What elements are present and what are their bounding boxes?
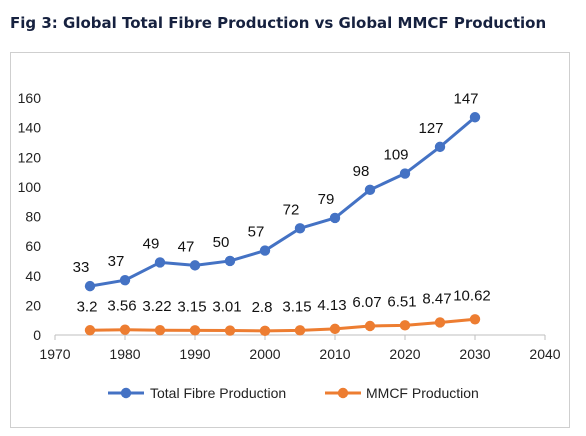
data-point — [434, 141, 446, 153]
y-tick-label: 80 — [25, 209, 41, 225]
x-tick-label: 2020 — [389, 346, 420, 362]
y-tick-label: 100 — [18, 179, 42, 195]
data-label: 3.22 — [142, 298, 171, 315]
data-label: 50 — [213, 234, 230, 251]
legend-swatch-marker — [120, 387, 132, 399]
data-label: 3.01 — [212, 299, 241, 316]
data-label: 6.51 — [387, 293, 416, 310]
data-label: 33 — [73, 259, 90, 276]
y-tick-label: 120 — [18, 149, 42, 165]
data-point — [469, 314, 481, 325]
data-point — [189, 325, 201, 336]
legend-swatch-marker — [337, 387, 349, 399]
data-point — [434, 317, 446, 328]
x-tick-label: 1980 — [109, 346, 140, 362]
data-label: 3.2 — [77, 298, 98, 315]
data-label: 3.15 — [282, 298, 311, 315]
figure-title: Fig 3: Global Total Fibre Production vs … — [10, 14, 547, 32]
y-tick-label: 20 — [25, 297, 41, 313]
y-tick-label: 0 — [33, 327, 41, 343]
data-point — [364, 184, 376, 196]
y-tick-label: 60 — [25, 238, 41, 254]
data-label: 3.15 — [177, 298, 206, 315]
data-point — [469, 112, 481, 123]
x-tick-label: 2040 — [529, 346, 560, 362]
data-label: 147 — [453, 90, 478, 107]
x-tick-label: 2030 — [459, 346, 490, 362]
x-tick-label: 1970 — [39, 346, 70, 362]
data-label: 6.07 — [352, 294, 381, 311]
y-tick-label: 160 — [18, 90, 42, 106]
x-tick-label: 1990 — [179, 346, 210, 362]
data-point — [329, 323, 341, 335]
data-point — [259, 245, 271, 256]
legend-label: Total Fibre Production — [150, 385, 286, 401]
data-point — [364, 320, 376, 332]
data-point — [399, 320, 411, 331]
data-point — [329, 212, 341, 224]
data-label: 127 — [418, 120, 443, 137]
data-point — [399, 168, 411, 179]
data-point — [119, 274, 131, 286]
data-label: 98 — [353, 163, 370, 180]
data-point — [154, 325, 166, 336]
x-tick-label: 2000 — [249, 346, 280, 362]
series-line-2 — [89, 317, 476, 333]
data-label: 109 — [383, 147, 408, 164]
data-point — [224, 255, 236, 267]
data-label: 47 — [178, 238, 195, 255]
data-point — [84, 325, 96, 336]
data-label: 8.47 — [422, 290, 451, 307]
data-label: 2.8 — [252, 299, 273, 316]
data-point — [294, 325, 306, 336]
data-point — [154, 257, 166, 268]
series-line-1 — [89, 116, 476, 288]
legend-label: MMCF Production — [366, 385, 479, 401]
x-tick-label: 2010 — [319, 346, 350, 362]
data-label: 72 — [283, 201, 300, 218]
data-label: 4.13 — [317, 297, 346, 314]
data-label: 49 — [143, 235, 160, 252]
data-point — [189, 260, 201, 271]
data-point — [119, 324, 131, 335]
y-tick-label: 40 — [25, 268, 41, 284]
chart-frame — [10, 52, 570, 428]
data-label: 37 — [108, 253, 125, 270]
data-label: 3.56 — [107, 298, 136, 315]
y-tick-label: 140 — [18, 120, 42, 136]
data-point — [224, 325, 236, 336]
data-label: 79 — [318, 191, 335, 208]
data-label: 57 — [248, 224, 265, 241]
data-label: 10.62 — [453, 287, 491, 304]
data-point — [294, 223, 306, 234]
data-point — [84, 280, 96, 292]
data-point — [259, 325, 271, 337]
